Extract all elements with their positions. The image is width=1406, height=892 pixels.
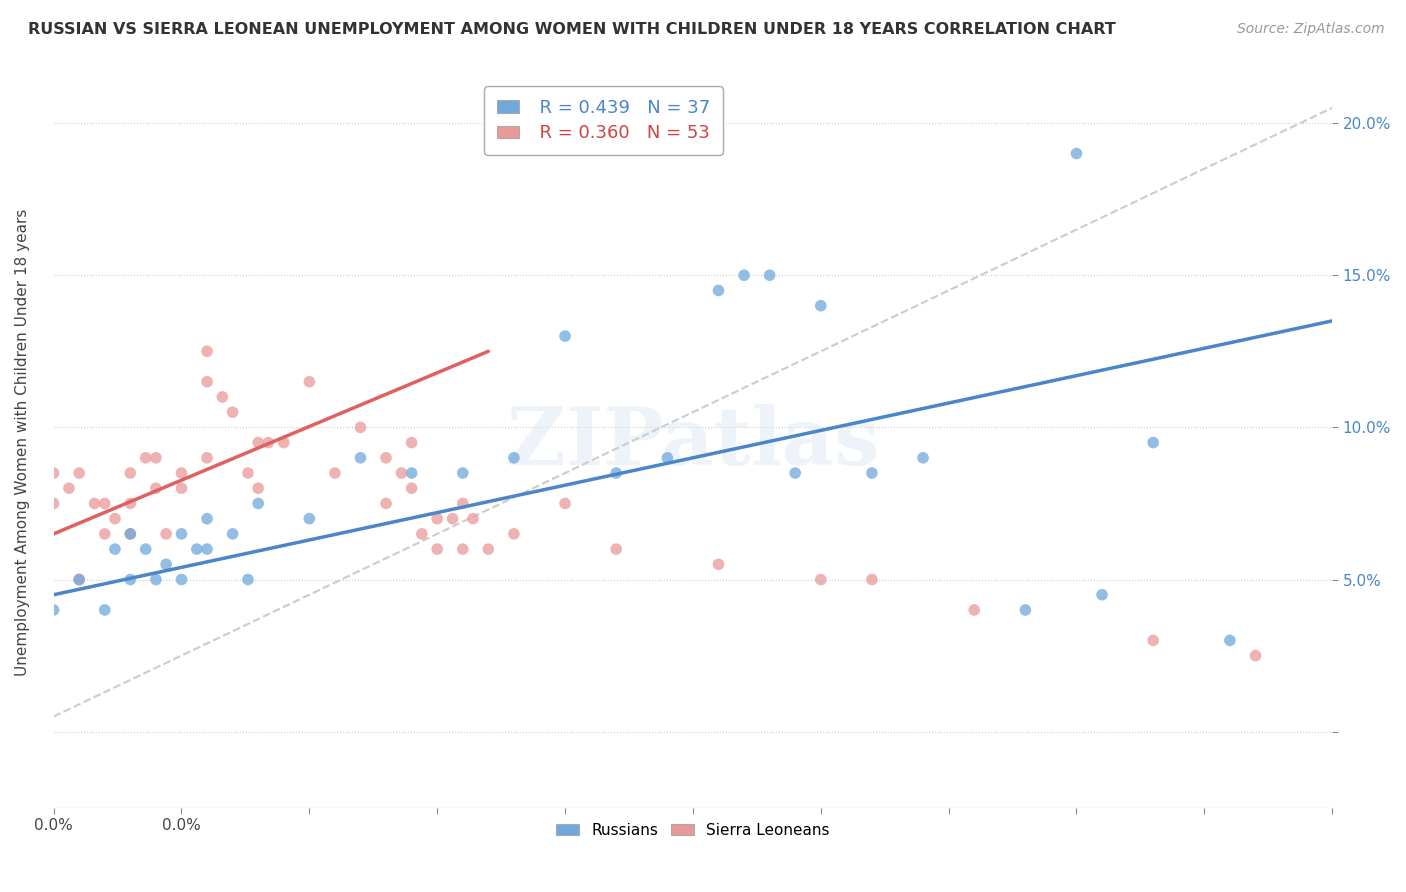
Point	[426, 542, 449, 557]
Point	[451, 542, 474, 557]
Point	[120, 527, 142, 541]
Point	[211, 390, 233, 404]
Point	[221, 527, 243, 541]
Point	[170, 481, 193, 495]
Point	[810, 573, 832, 587]
Point	[860, 466, 883, 480]
Point	[810, 299, 832, 313]
Point	[221, 405, 243, 419]
Point	[120, 496, 142, 510]
Point	[67, 573, 90, 587]
Point	[554, 496, 576, 510]
Point	[605, 466, 627, 480]
Point	[145, 450, 167, 465]
Point	[401, 481, 423, 495]
Point	[503, 527, 526, 541]
Point	[707, 558, 730, 572]
Point	[503, 450, 526, 465]
Point	[461, 511, 484, 525]
Point	[155, 527, 177, 541]
Point	[186, 542, 208, 557]
Point	[298, 511, 321, 525]
Point	[298, 375, 321, 389]
Point	[120, 573, 142, 587]
Point	[42, 496, 65, 510]
Point	[120, 527, 142, 541]
Point	[605, 542, 627, 557]
Point	[104, 542, 127, 557]
Point	[477, 542, 499, 557]
Point	[195, 450, 218, 465]
Point	[195, 542, 218, 557]
Point	[426, 511, 449, 525]
Text: RUSSIAN VS SIERRA LEONEAN UNEMPLOYMENT AMONG WOMEN WITH CHILDREN UNDER 18 YEARS : RUSSIAN VS SIERRA LEONEAN UNEMPLOYMENT A…	[28, 22, 1116, 37]
Point	[1142, 633, 1164, 648]
Point	[120, 466, 142, 480]
Point	[67, 466, 90, 480]
Point	[145, 481, 167, 495]
Point	[195, 344, 218, 359]
Point	[1091, 588, 1114, 602]
Legend: Russians, Sierra Leoneans: Russians, Sierra Leoneans	[550, 817, 835, 844]
Point	[349, 450, 371, 465]
Point	[195, 511, 218, 525]
Point	[401, 466, 423, 480]
Point	[785, 466, 807, 480]
Point	[411, 527, 433, 541]
Point	[170, 573, 193, 587]
Point	[375, 450, 398, 465]
Point	[170, 527, 193, 541]
Point	[58, 481, 80, 495]
Point	[155, 558, 177, 572]
Point	[236, 466, 259, 480]
Point	[451, 496, 474, 510]
Point	[1014, 603, 1036, 617]
Point	[247, 435, 270, 450]
Point	[83, 496, 105, 510]
Point	[236, 573, 259, 587]
Point	[401, 435, 423, 450]
Point	[247, 496, 270, 510]
Point	[195, 375, 218, 389]
Point	[94, 603, 117, 617]
Point	[257, 435, 280, 450]
Point	[657, 450, 679, 465]
Point	[42, 466, 65, 480]
Point	[1219, 633, 1241, 648]
Point	[441, 511, 464, 525]
Point	[170, 466, 193, 480]
Point	[323, 466, 346, 480]
Point	[451, 466, 474, 480]
Point	[1142, 435, 1164, 450]
Point	[42, 603, 65, 617]
Point	[1066, 146, 1088, 161]
Point	[94, 527, 117, 541]
Y-axis label: Unemployment Among Women with Children Under 18 years: Unemployment Among Women with Children U…	[15, 209, 30, 676]
Point	[135, 450, 157, 465]
Point	[104, 511, 127, 525]
Point	[860, 573, 883, 587]
Point	[554, 329, 576, 343]
Point	[733, 268, 755, 283]
Point	[94, 496, 117, 510]
Point	[247, 481, 270, 495]
Text: ZIPatlas: ZIPatlas	[506, 403, 879, 482]
Point	[67, 573, 90, 587]
Point	[135, 542, 157, 557]
Point	[145, 573, 167, 587]
Point	[912, 450, 935, 465]
Point	[707, 284, 730, 298]
Point	[273, 435, 295, 450]
Point	[758, 268, 780, 283]
Point	[389, 466, 412, 480]
Point	[1244, 648, 1267, 663]
Point	[375, 496, 398, 510]
Point	[349, 420, 371, 434]
Point	[963, 603, 986, 617]
Text: Source: ZipAtlas.com: Source: ZipAtlas.com	[1237, 22, 1385, 37]
